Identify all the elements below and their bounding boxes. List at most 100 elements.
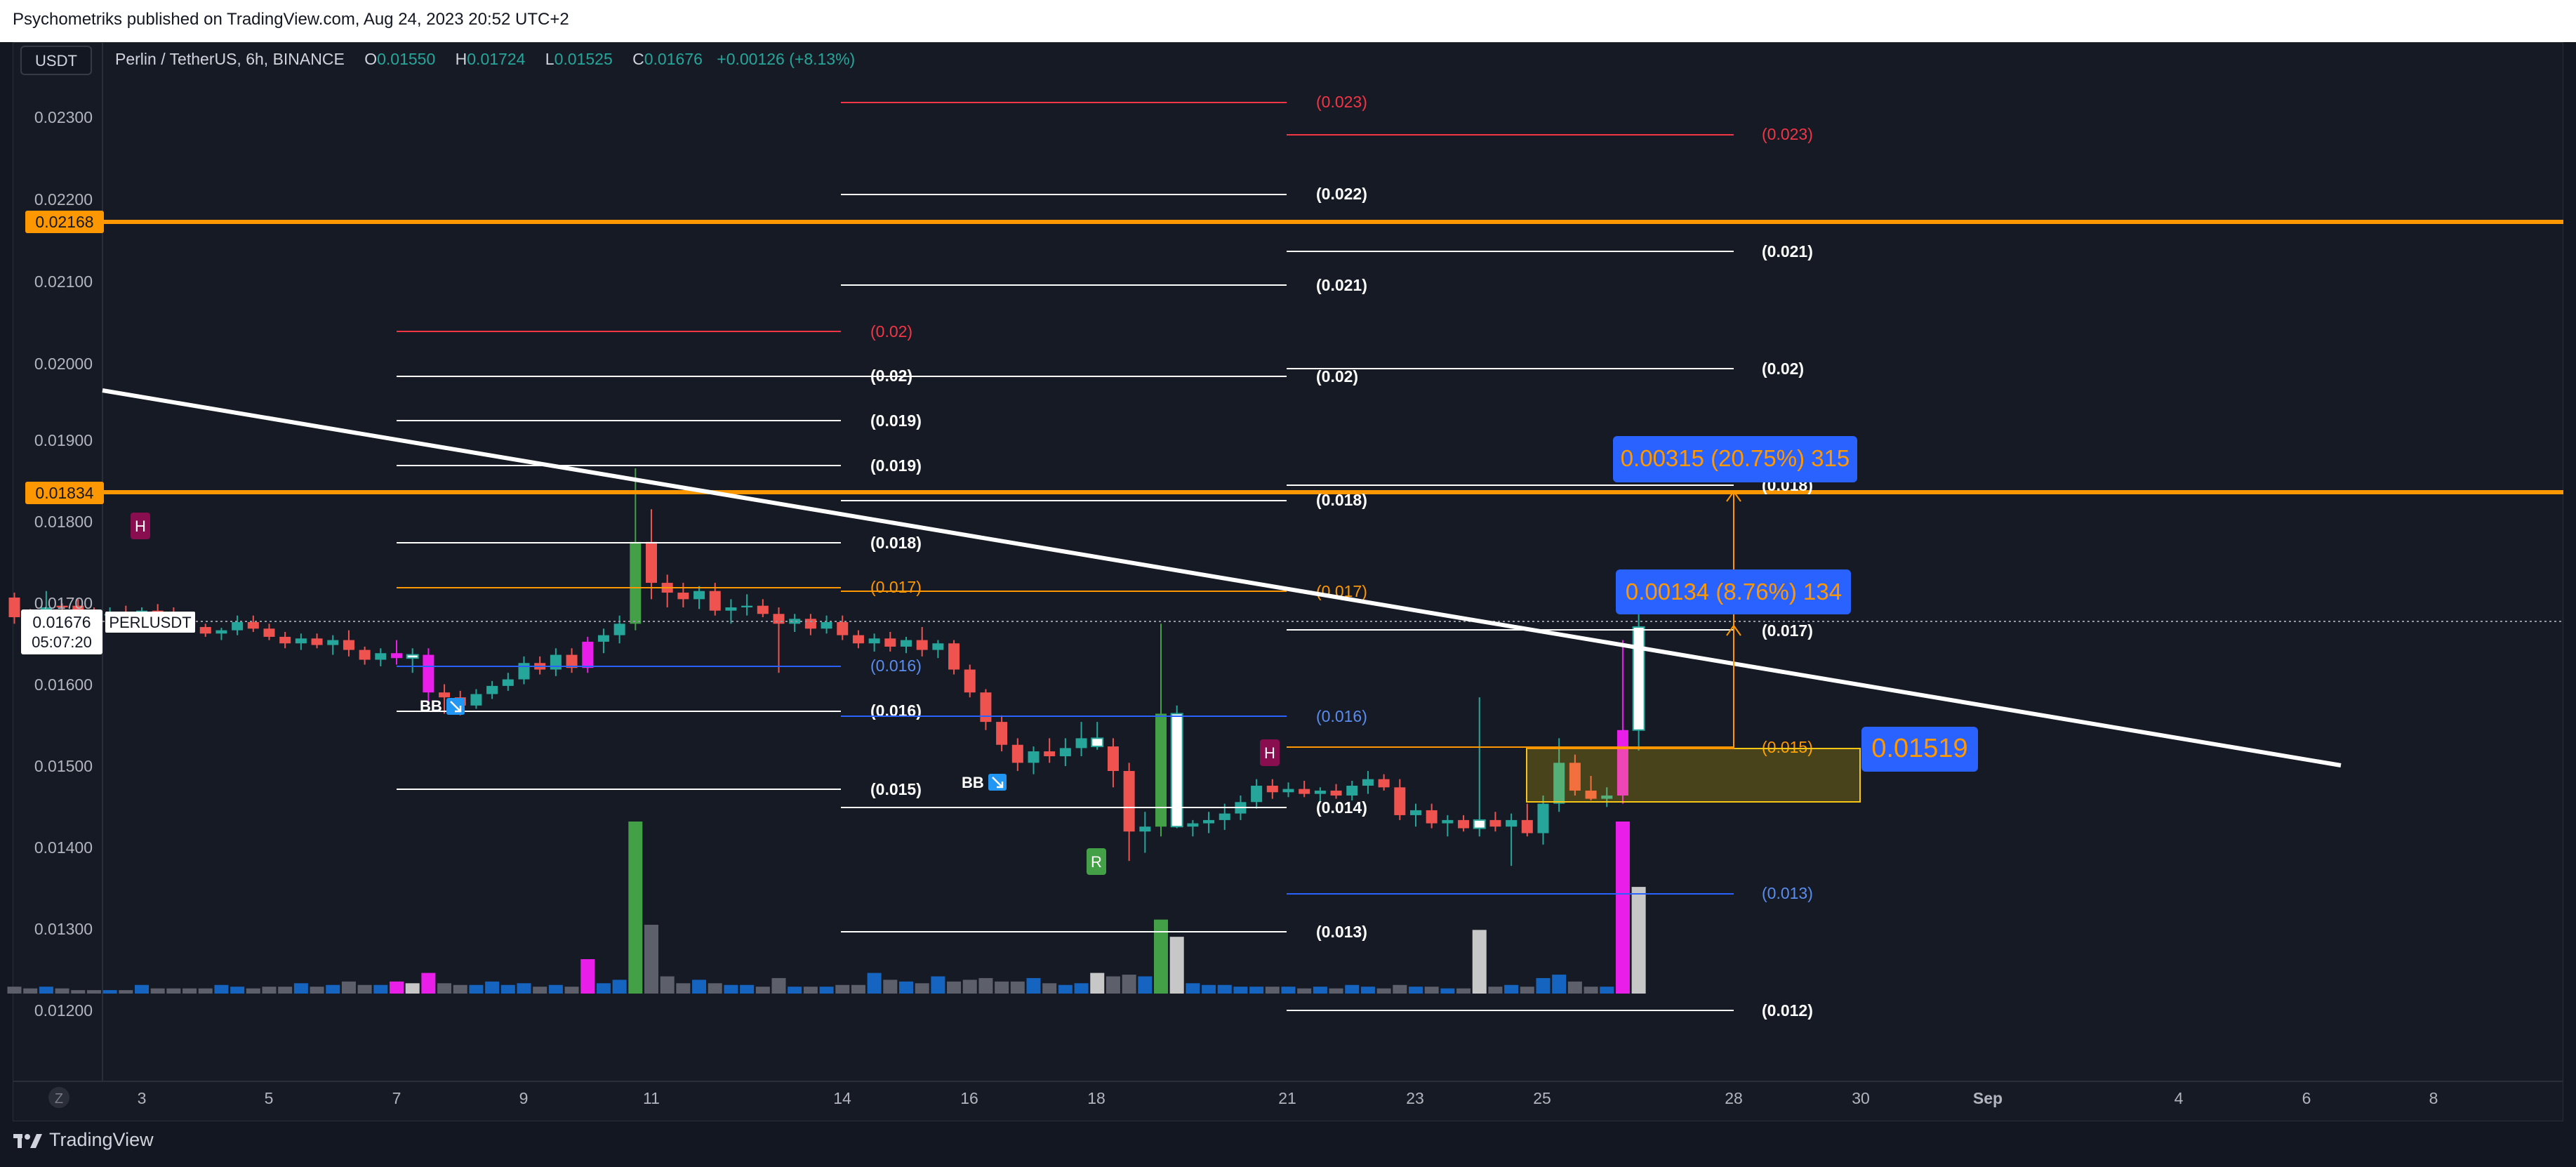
volume-bar [246, 988, 260, 994]
candle-body [1378, 779, 1390, 788]
fib-retracement-2[interactable]: (0.023) (0.022) (0.021) (0.02) (0.018) (… [841, 93, 1367, 941]
volume-bar [548, 984, 563, 994]
price-axis[interactable]: 0.02300 0.02200 0.02100 0.02000 0.01900 … [34, 108, 93, 1020]
symbol-legend: Perlin / TetherUS, 6h, BINANCE O0.01550 … [115, 50, 855, 68]
fib3-label: (0.015) [1762, 738, 1813, 756]
volume-bar [978, 977, 993, 994]
time-axis[interactable]: 3 5 7 9 11 14 16 18 21 23 25 28 30 Sep 4… [138, 1089, 2438, 1107]
tradingview-brand: TradingView [49, 1129, 154, 1150]
candle-body [1219, 813, 1230, 820]
candle-body [1489, 819, 1501, 827]
volume-bar [1265, 987, 1280, 994]
time-tick: 3 [138, 1089, 147, 1107]
volume-bar [71, 990, 86, 994]
volume-bar [485, 981, 500, 994]
candle-body [199, 626, 211, 634]
fib1-label: (0.016) [870, 657, 922, 675]
candle-body [948, 643, 960, 670]
publisher-bar: Psychometriks published on TradingView.c… [0, 0, 2576, 42]
candle-body [550, 654, 562, 670]
volume-bar [1026, 977, 1041, 994]
volume-bar [755, 987, 770, 994]
volume-bar [1393, 984, 1407, 994]
price-chart[interactable]: USDT Perlin / TetherUS, 6h, BINANCE O0.0… [0, 0, 2576, 1121]
volume-bar [1409, 987, 1423, 994]
volume-bar [1424, 987, 1439, 994]
measure-tool[interactable] [1527, 490, 1741, 749]
candle-body [1299, 789, 1310, 794]
volume-bar [1202, 984, 1216, 994]
candle-body [263, 628, 275, 637]
volume-bar [1345, 984, 1360, 994]
candle-body [1458, 819, 1470, 829]
fib2-label: (0.021) [1316, 276, 1367, 294]
candle-body [1553, 763, 1565, 804]
time-tick: 11 [643, 1089, 660, 1107]
time-tick: 5 [265, 1089, 274, 1107]
zoom-reset-button[interactable] [48, 1087, 69, 1108]
fib-retracement-3[interactable]: (0.023) (0.021) (0.02) (0.018) (0.017) (… [1287, 125, 1813, 1020]
candle-body [868, 638, 880, 644]
currency-label: USDT [35, 52, 77, 70]
volume-bar [803, 987, 818, 994]
volume-bar [564, 987, 579, 994]
volume-bar [373, 984, 388, 994]
measure-top-label: 0.00315 (20.75%) 315 [1621, 445, 1850, 471]
candle-body [821, 621, 832, 629]
candle-body [741, 605, 753, 607]
r-marker[interactable] [1087, 848, 1106, 875]
volume-bar [724, 984, 738, 994]
candle-body [439, 692, 451, 698]
candle-body [1362, 779, 1374, 786]
high-value: 0.01724 [467, 50, 525, 68]
volume-bar [708, 983, 722, 994]
time-tick: 28 [1725, 1089, 1743, 1107]
candle-body [1091, 737, 1104, 748]
volume-bar [1584, 987, 1598, 994]
tradingview-logo[interactable]: TradingView [13, 1129, 154, 1151]
time-tick: 25 [1533, 1089, 1551, 1107]
fib1-label: (0.017) [870, 578, 922, 596]
candle-body [597, 635, 609, 642]
fib2-label: (0.016) [1316, 707, 1367, 725]
h-marker[interactable] [1260, 739, 1280, 766]
candle-body [1394, 787, 1406, 815]
candle-body [566, 654, 578, 668]
last-price-badge [21, 609, 102, 654]
price-tick: 0.02100 [34, 272, 93, 291]
ticker-label: PERLUSDT [109, 614, 191, 631]
fib-retracement-1[interactable]: (0.02) (0.02) (0.019) (0.019) (0.018) (0… [397, 322, 1287, 798]
fib3-label: (0.013) [1762, 884, 1813, 902]
volume-bar [1042, 983, 1057, 994]
footer-bar [0, 1121, 2576, 1167]
open-value: 0.01550 [377, 50, 435, 68]
candle-body [725, 607, 737, 611]
price-tick: 0.01600 [34, 675, 93, 694]
volume-bar [278, 987, 293, 994]
volume-bar [198, 988, 213, 994]
volume-bar [39, 987, 53, 994]
candle-body [964, 669, 976, 693]
trendline[interactable] [102, 388, 2342, 767]
fib3-label: (0.017) [1762, 621, 1813, 640]
volume-bar [469, 984, 484, 994]
time-tick: 4 [2175, 1089, 2184, 1107]
candle-body [470, 694, 482, 706]
h-marker[interactable] [131, 513, 150, 539]
target-zone-box[interactable] [1526, 748, 1861, 803]
volume-bar [851, 984, 865, 994]
candle-body [295, 638, 307, 644]
time-tick: 6 [2302, 1089, 2311, 1107]
currency-button[interactable] [20, 46, 92, 75]
volume-bar [899, 981, 913, 994]
bb-marker: BB [420, 697, 442, 715]
candle-body [630, 541, 642, 624]
fib1-label: (0.02) [870, 367, 912, 385]
candle-body [1251, 785, 1263, 803]
candle-body [1155, 713, 1167, 827]
publisher-text: Psychometriks published on TradingView.c… [13, 10, 569, 29]
fib2-label: (0.023) [1316, 93, 1367, 111]
volume-bar [867, 972, 882, 994]
candle-body [8, 598, 20, 617]
volume-bar [740, 984, 755, 994]
